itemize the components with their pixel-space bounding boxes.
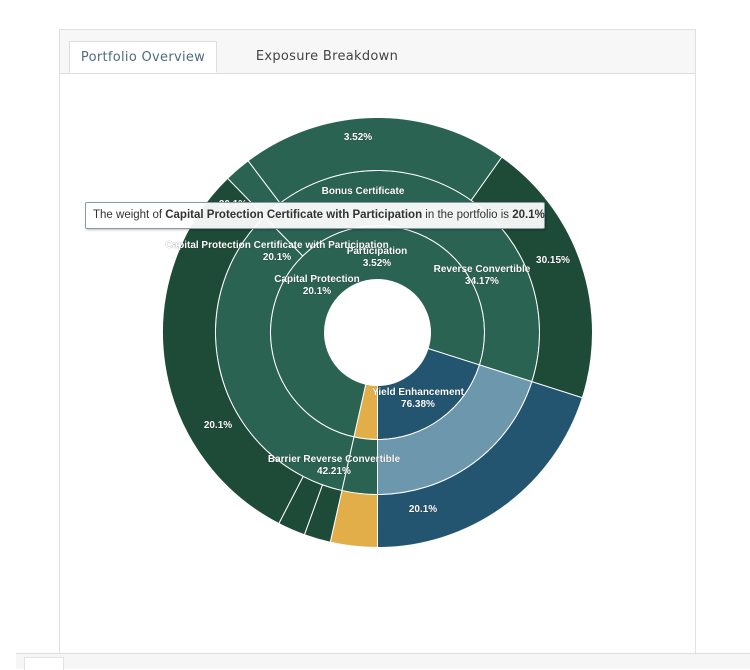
segment-label-rc: Reverse Convertible 34.17% (434, 264, 531, 287)
bottom-tab-stub[interactable] (24, 657, 64, 670)
tab-bar: Portfolio Overview Exposure Breakdown (60, 30, 695, 74)
segment-label-o6: 20.1% (204, 420, 232, 431)
segment-label-cpcp: Capital Protection Certificate with Part… (165, 240, 388, 263)
tooltip-series-name: Capital Protection Certificate with Part… (165, 209, 423, 221)
segment-label-capital: Capital Protection 20.1% (274, 274, 360, 297)
bottom-panel-bar (16, 653, 750, 670)
segment-label-bonus: Bonus Certificate (322, 186, 405, 197)
segment-label-o3: 30.15% (536, 255, 570, 266)
tooltip-middle: in the portfolio is (422, 209, 513, 221)
tooltip-value: 20.1% (512, 209, 545, 221)
segment-label-part: Participation 3.52% (347, 246, 408, 269)
segment-label-o8: 3.52% (344, 132, 372, 143)
sunburst-segment-o3[interactable] (162, 177, 304, 525)
tab-portfolio-overview[interactable]: Portfolio Overview (69, 41, 217, 73)
sunburst-segment-o8[interactable] (329, 489, 378, 549)
tab-exposure-breakdown[interactable]: Exposure Breakdown (255, 49, 399, 64)
tooltip-prefix: The weight of (93, 209, 166, 221)
chart-tooltip: The weight of Capital Protection Certifi… (85, 202, 545, 229)
segment-label-brc: Barrier Reverse Convertible 42.21% (268, 454, 401, 477)
segment-label-o5: 20.1% (409, 504, 437, 515)
segment-label-yield: Yield Enhancement 76.38% (372, 387, 465, 410)
